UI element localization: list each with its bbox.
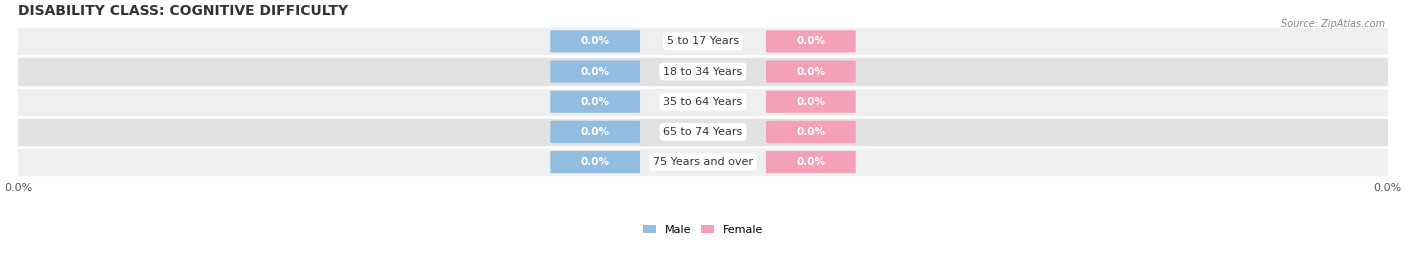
Bar [18, 117, 1388, 147]
Text: 0.0%: 0.0% [581, 36, 610, 46]
Text: 0.0%: 0.0% [581, 97, 610, 107]
Bar [18, 26, 1388, 56]
Bar [18, 56, 1388, 87]
Text: Source: ZipAtlas.com: Source: ZipAtlas.com [1281, 19, 1385, 29]
FancyBboxPatch shape [766, 151, 856, 173]
FancyBboxPatch shape [550, 30, 640, 52]
FancyBboxPatch shape [550, 91, 640, 113]
Text: 18 to 34 Years: 18 to 34 Years [664, 66, 742, 77]
FancyBboxPatch shape [766, 30, 856, 52]
Text: 65 to 74 Years: 65 to 74 Years [664, 127, 742, 137]
Text: 0.0%: 0.0% [581, 157, 610, 167]
Text: 0.0%: 0.0% [796, 36, 825, 46]
FancyBboxPatch shape [550, 61, 640, 83]
Bar [18, 87, 1388, 117]
FancyBboxPatch shape [766, 61, 856, 83]
Text: 0.0%: 0.0% [796, 66, 825, 77]
Text: 0.0%: 0.0% [581, 127, 610, 137]
Legend: Male, Female: Male, Female [638, 221, 768, 239]
FancyBboxPatch shape [766, 91, 856, 113]
Text: DISABILITY CLASS: COGNITIVE DIFFICULTY: DISABILITY CLASS: COGNITIVE DIFFICULTY [18, 4, 349, 18]
FancyBboxPatch shape [766, 121, 856, 143]
Text: 0.0%: 0.0% [796, 127, 825, 137]
Text: 0.0%: 0.0% [796, 157, 825, 167]
Text: 0.0%: 0.0% [796, 97, 825, 107]
Text: 0.0%: 0.0% [581, 66, 610, 77]
Bar [18, 147, 1388, 177]
FancyBboxPatch shape [550, 151, 640, 173]
Text: 5 to 17 Years: 5 to 17 Years [666, 36, 740, 46]
Text: 35 to 64 Years: 35 to 64 Years [664, 97, 742, 107]
Text: 75 Years and over: 75 Years and over [652, 157, 754, 167]
FancyBboxPatch shape [550, 121, 640, 143]
